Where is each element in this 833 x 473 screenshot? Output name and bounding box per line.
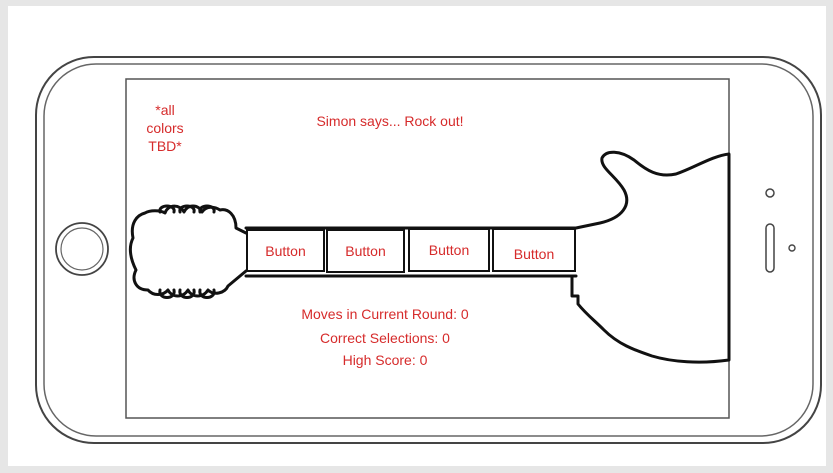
- tuning-peg-3: [198, 204, 216, 214]
- colors-note: *all colors TBD*: [130, 101, 200, 155]
- guitar-body: [570, 150, 731, 364]
- tuning-peg-6: [198, 288, 216, 299]
- colors-note-line-2: colors: [146, 120, 184, 136]
- speaker-icon: [765, 223, 775, 273]
- sensor-icon: [788, 244, 796, 252]
- tuning-peg-5: [178, 288, 196, 299]
- colors-note-line-3: TBD*: [148, 138, 182, 154]
- window-frame-left: [0, 0, 8, 473]
- moves-in-round-label: Moves in Current Round: 0: [301, 306, 469, 322]
- game-title: Simon says... Rock out!: [316, 113, 464, 129]
- home-button-icon[interactable]: [55, 222, 109, 276]
- colors-note-line-1: *all: [155, 102, 175, 118]
- correct-selections-label: Correct Selections: 0: [320, 330, 450, 346]
- high-score-label: High Score: 0: [342, 352, 428, 368]
- tuning-peg-4: [158, 288, 176, 299]
- fret-button-1[interactable]: Button: [246, 229, 325, 272]
- window-frame-top: [0, 0, 833, 6]
- window-frame-bottom: [0, 466, 833, 473]
- window-frame-right: [826, 0, 833, 473]
- fret-button-4[interactable]: Button: [492, 228, 576, 272]
- fret-button-2[interactable]: Button: [326, 229, 405, 273]
- fret-button-3[interactable]: Button: [408, 228, 490, 272]
- phone-outer-edge: [35, 56, 822, 444]
- phone-inner-edge: [43, 63, 814, 437]
- camera-icon: [765, 188, 775, 198]
- tuning-peg-1: [158, 204, 176, 214]
- guitar-headstock: [128, 204, 248, 298]
- tuning-peg-2: [178, 204, 196, 214]
